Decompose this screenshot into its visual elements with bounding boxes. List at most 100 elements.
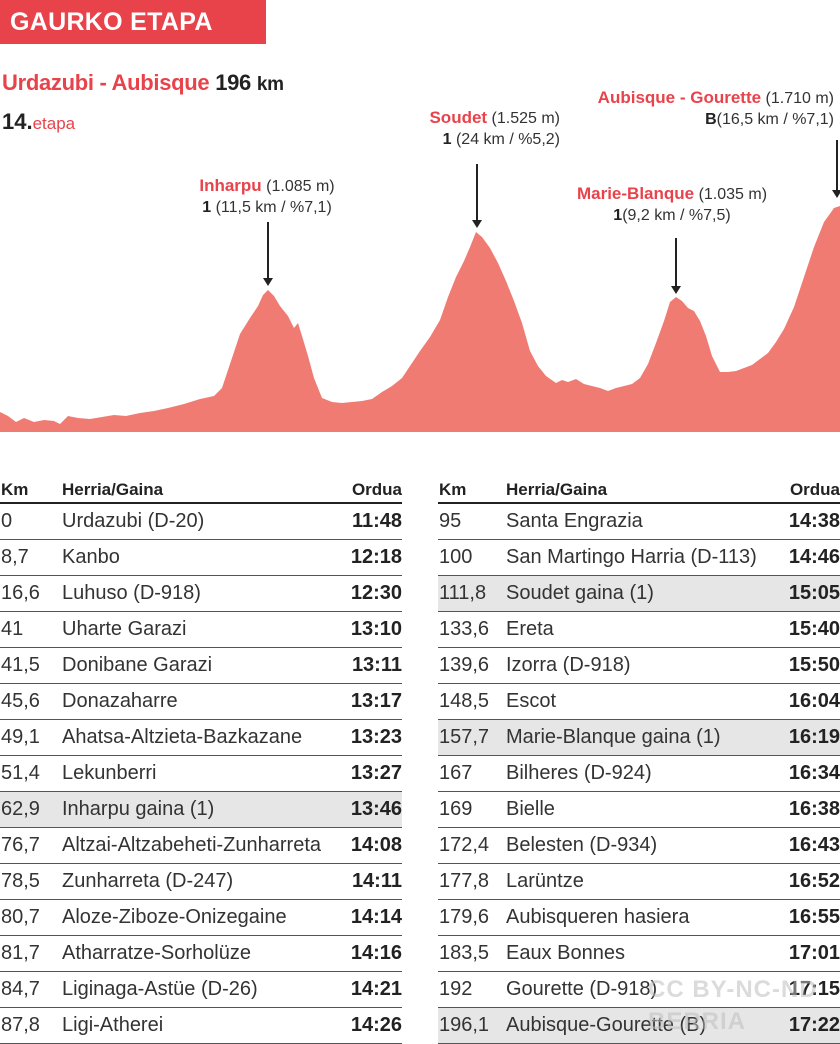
row-place: Ligi-Atherei [62,1014,164,1036]
row-place: Santa Engrazia [506,510,643,532]
table-row: 100 San Martingo Harria (D-113) 14:46 [438,540,840,576]
table-row: 62,9 Inharpu gaina (1) 13:46 [0,792,402,828]
row-km: 49,1 [1,726,40,748]
row-place: Bielle [506,798,555,820]
row-km: 8,7 [1,546,29,568]
row-km: 100 [439,546,473,568]
route-name: Urdazubi - Aubisque [2,70,210,95]
table-body-right: 95 Santa Engrazia 14:38 100 San Martingo Har… [438,504,840,1044]
row-time: 16:34 [788,762,840,784]
row-km: 148,5 [439,690,490,712]
table-header: Km Herria/Gaina Ordua [0,478,402,504]
row-time: 16:04 [788,690,840,712]
row-km: 179,6 [439,906,490,928]
row-place: Belesten (D-934) [506,834,658,856]
table-row: 167 Bilheres (D-924) 16:34 [438,756,840,792]
header-place: Herria/Gaina [62,480,164,499]
inharpu-arrow [263,222,273,286]
stage-number: 14.etapa [2,109,75,135]
table-row: 148,5 Escot 16:04 [438,684,840,720]
header-time: Ordua [351,480,402,499]
row-km: 169 [439,798,473,820]
table-header: Km Herria/Gaina Ordua [438,478,840,504]
climb-label-marie-blanque: Marie-Blanque (1.035 m) 1(9,2 km / %7,5) [556,184,788,225]
row-km: 80,7 [1,906,40,928]
row-place: Lekunberri [62,762,157,784]
row-time: 14:11 [351,870,402,892]
elevation-profile [0,206,840,432]
row-time: 14:46 [788,546,840,568]
marie-blanque-arrow [671,238,681,294]
row-place: Soudet gaina (1) [506,582,654,604]
table-row: 41,5 Donibane Garazi 13:11 [0,648,402,684]
row-time: 15:05 [788,582,840,604]
row-place: San Martingo Harria (D-113) [506,546,757,568]
table-row: 183,5 Eaux Bonnes 17:01 [438,936,840,972]
row-time: 14:08 [350,834,402,856]
header-place: Herria/Gaina [506,480,608,499]
row-place: Luhuso (D-918) [62,582,201,604]
table-row: 133,6 Ereta 15:40 [438,612,840,648]
climb-altitude: (1.710 m) [765,90,834,107]
row-place: Zunharreta (D-247) [62,870,234,892]
row-km: 84,7 [1,978,40,1000]
row-place: Kanbo [62,546,120,568]
climb-category: 1 [202,199,212,216]
row-km: 139,6 [439,654,490,676]
row-time: 17:22 [788,1014,840,1036]
table-row: 16,6 Luhuso (D-918) 12:30 [0,576,402,612]
climb-detail: (9,2 km / %7,5) [622,207,731,224]
table-row: 76,7 Altzai-Altzabeheti-Zunharreta 14:08 [0,828,402,864]
row-km: 51,4 [1,762,40,784]
climb-altitude: (1.035 m) [698,186,768,203]
aubisque-arrow [832,140,840,198]
climb-detail: (24 km / %5,2) [455,131,560,148]
watermark-brand: BERRIA [648,1008,747,1035]
row-time: 13:10 [350,618,402,640]
row-time: 14:14 [350,906,402,928]
row-km: 87,8 [1,1014,40,1036]
climb-detail: (16,5 km / %7,1) [716,111,834,128]
row-place: Altzai-Altzabeheti-Zunharreta [62,834,322,856]
row-place: Aloze-Ziboze-Onizegaine [62,906,287,928]
row-km: 183,5 [439,942,490,964]
row-km: 172,4 [439,834,490,856]
climb-label-aubisque: Aubisque - Gourette (1.710 m) B(16,5 km … [540,88,834,129]
section-banner: GAURKO ETAPA [0,0,266,44]
row-km: 81,7 [1,942,40,964]
row-place: Eaux Bonnes [506,942,625,964]
row-place: Marie-Blanque gaina (1) [506,726,721,748]
row-place: Ereta [506,618,554,640]
row-place: Gourette (D-918) [506,978,658,1000]
row-place: Ahatsa-Altzieta-Bazkazane [62,726,303,748]
stage-number-value: 14. [2,109,33,134]
row-place: Liginaga-Astüe (D-26) [62,978,258,1000]
row-km: 62,9 [1,798,40,820]
table-row: 0 Urdazubi (D-20) 11:48 [0,504,402,540]
table-row: 41 Uharte Garazi 13:10 [0,612,402,648]
row-time: 11:48 [351,510,402,532]
row-time: 16:38 [788,798,840,820]
row-place: Larüntze [506,870,584,892]
row-km: 196,1 [439,1014,490,1036]
row-place: Izorra (D-918) [506,654,631,676]
row-km: 192 [439,978,473,1000]
table-row: 95 Santa Engrazia 14:38 [438,504,840,540]
climb-category: 1 [613,207,623,224]
schedule-table-left: Km Herria/Gaina Ordua 0 Urdazubi (D-20) 11… [0,478,402,1044]
row-km: 0 [1,510,13,532]
row-km: 16,6 [1,582,40,604]
climb-name: Inharpu [199,176,262,195]
table-row: 192 Gourette (D-918) 17:15 [438,972,840,1008]
table-row: 84,7 Liginaga-Astüe (D-26) 14:21 [0,972,402,1008]
climb-category: B [705,111,717,128]
soudet-arrow [472,164,482,228]
row-place: Donibane Garazi [62,654,213,676]
climb-name: Marie-Blanque [576,184,695,203]
row-time: 16:19 [788,726,840,748]
table-row: 81,7 Atharratze-Sorholüze 14:16 [0,936,402,972]
table-row: 80,7 Aloze-Ziboze-Onizegaine 14:14 [0,900,402,936]
row-time: 13:11 [351,654,402,676]
elevation-area [0,206,840,432]
row-km: 95 [439,510,462,532]
